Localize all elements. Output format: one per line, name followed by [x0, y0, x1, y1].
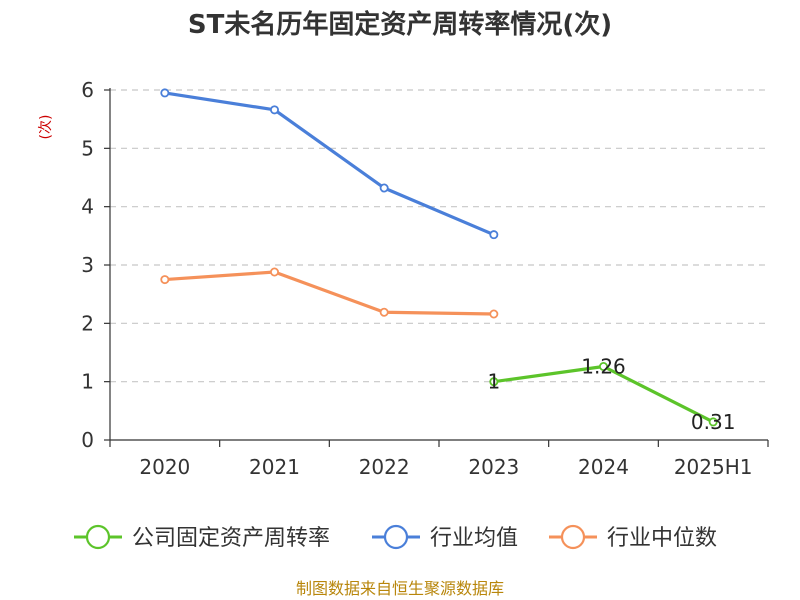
data-labels: 1 1.26 0.31	[487, 355, 735, 434]
data-point[interactable]	[489, 309, 499, 319]
data-point[interactable]	[379, 183, 389, 193]
grid-lines	[110, 89, 768, 383]
data-point[interactable]	[269, 105, 279, 115]
y-tick-label: 4	[81, 195, 94, 219]
data-point[interactable]	[708, 417, 718, 427]
legend-marker-icon	[85, 524, 111, 550]
x-tick-label: 2020	[139, 455, 190, 479]
legend-item-1[interactable]: 行业均值	[372, 524, 518, 551]
legend-item-0[interactable]: 公司固定资产周转率	[74, 524, 330, 551]
axes: 0 1 2 3 4 5 6 2020 2021 2022 2023 2024 2025H1	[81, 78, 769, 479]
source-note: 制图数据来自恒生聚源数据库	[296, 579, 504, 598]
x-tick-label: 2021	[249, 455, 300, 479]
x-tick-label: 2024	[578, 455, 629, 479]
y-tick-label: 3	[81, 253, 94, 277]
data-label: 1	[487, 370, 500, 394]
legend[interactable]: 公司固定资产周转率 行业均值 行业中位数	[74, 524, 717, 551]
y-tick-label: 5	[81, 136, 94, 160]
x-tick-label: 2023	[468, 455, 519, 479]
legend-label: 行业均值	[430, 526, 518, 551]
chart-title: ST未名历年固定资产周转率情况(次)	[188, 9, 612, 40]
y-tick-label: 1	[81, 370, 94, 394]
y-tick-label: 0	[81, 428, 94, 452]
data-point[interactable]	[379, 307, 389, 317]
data-point[interactable]	[489, 230, 499, 240]
data-label: 0.31	[691, 410, 736, 434]
legend-label: 行业中位数	[607, 526, 717, 551]
legend-item-2[interactable]: 行业中位数	[549, 524, 717, 551]
series-line-2	[164, 270, 494, 316]
data-point[interactable]	[599, 361, 609, 371]
y-axis-label: (次)	[38, 115, 54, 140]
legend-marker-icon	[560, 524, 586, 550]
legend-label: 公司固定资产周转率	[132, 526, 330, 551]
series-line-1	[164, 91, 495, 237]
y-tick-label: 6	[81, 78, 94, 102]
data-point[interactable]	[269, 267, 279, 277]
data-point[interactable]	[489, 377, 499, 387]
data-point[interactable]	[160, 275, 170, 285]
x-tick-label: 2025H1	[674, 455, 753, 479]
data-point[interactable]	[160, 88, 170, 98]
legend-marker-icon	[383, 524, 409, 550]
y-tick-label: 2	[81, 311, 94, 335]
series-lines	[160, 88, 718, 427]
data-label: 1.26	[581, 355, 626, 379]
x-tick-label: 2022	[359, 455, 410, 479]
